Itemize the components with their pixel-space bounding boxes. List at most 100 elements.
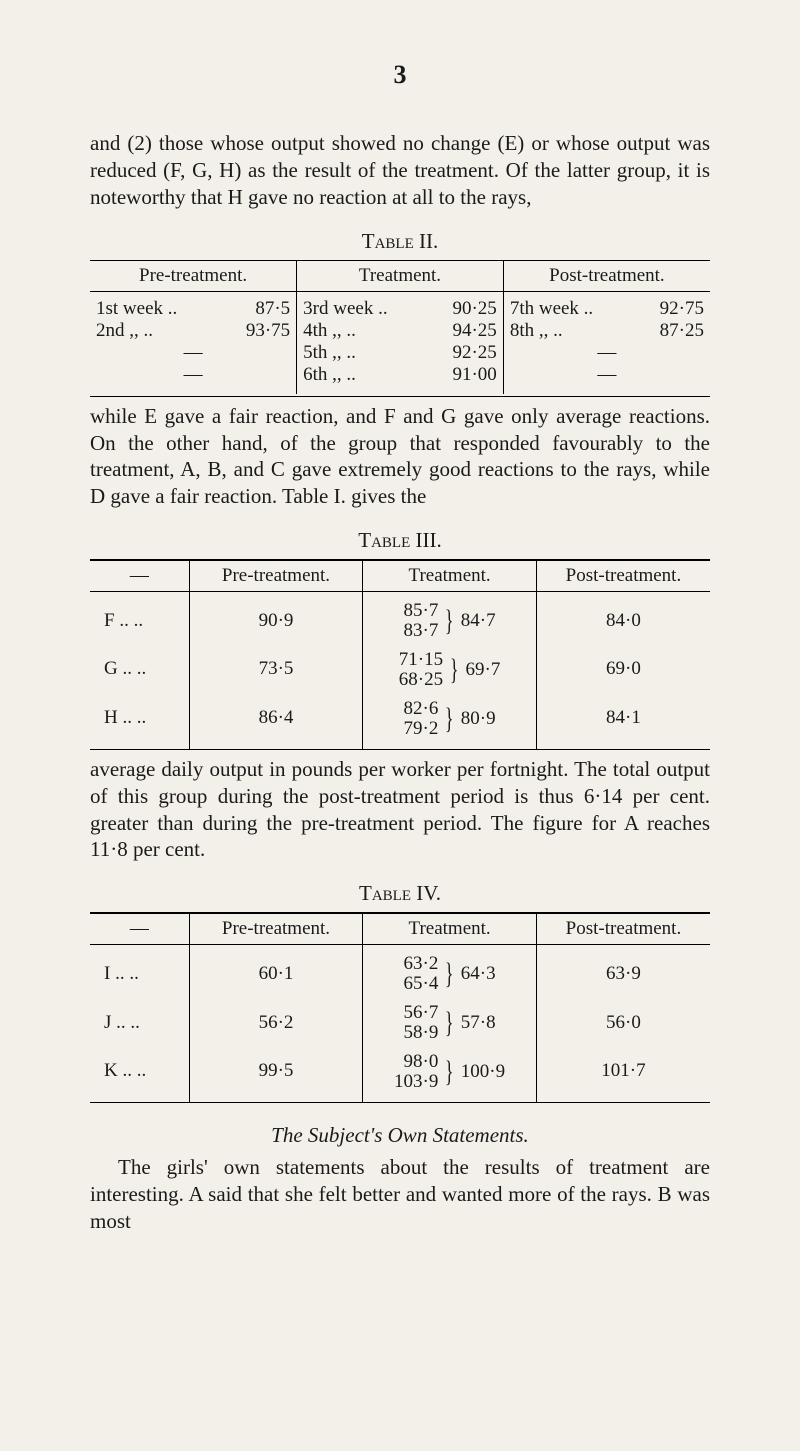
cell-value: 87·5 (255, 298, 290, 320)
treat-val-1: 98·0 (404, 1052, 439, 1072)
table-3: — Pre-treatment. Treatment. Post-treatme… (90, 560, 710, 749)
treat-val-2: 65·4 (404, 974, 439, 994)
cell-dash: — (184, 342, 203, 364)
cell-dash: — (597, 342, 616, 364)
page-number: 3 (90, 60, 710, 90)
brace-icon: } (445, 1008, 454, 1038)
table4-header: — (90, 914, 189, 945)
table2-header: Treatment. (297, 261, 504, 292)
cell-label: 5th ,, .. (303, 342, 444, 364)
table2-cell-pre: 1st week ..87·5 2nd ,, ..93·75 — — (90, 291, 297, 394)
row-pre: 99·5 (189, 1047, 363, 1102)
table-row: J .. ..56·256·758·9}57·856·0 (90, 998, 710, 1047)
cell-value: 87·25 (660, 320, 704, 342)
table2-cell-treat: 3rd week ..90·25 4th ,, ..94·25 5th ,, .… (297, 291, 504, 394)
table3-header: Post-treatment. (536, 561, 710, 592)
cell-label: 4th ,, .. (303, 320, 444, 342)
table-row: H .. ..86·4 82·679·2} 80·9 84·1 (90, 694, 710, 749)
row-post: 101·7 (536, 1047, 710, 1102)
brace-icon: } (450, 655, 459, 685)
cell-value: 92·75 (660, 298, 704, 320)
cell-dash: — (597, 364, 616, 386)
table4-header: Treatment. (363, 914, 537, 945)
paragraph-2: while E gave a fair reaction, and F and … (90, 403, 710, 511)
table2-header: Pre-treatment. (90, 261, 297, 292)
table3-header: Treatment. (363, 561, 537, 592)
row-label: H .. .. (90, 694, 189, 749)
treat-avg: 69·7 (466, 660, 501, 680)
table-row: G .. ..73·571·1568·25}69·769·0 (90, 645, 710, 694)
row-post: 63·9 (536, 945, 710, 998)
cell-label: 7th week .. (510, 298, 652, 320)
row-pre: 73·5 (189, 645, 363, 694)
table-row: F .. ..90·9 85·783·7} 84·7 84·0 (90, 592, 710, 645)
cell-label: 2nd ,, .. (96, 320, 238, 342)
rule (90, 1102, 710, 1103)
row-treatment: 98·0103·9} 100·9 (363, 1047, 537, 1102)
brace-icon: } (445, 704, 454, 734)
table3-header: — (90, 561, 189, 592)
cell-value: 94·25 (452, 320, 496, 342)
row-label: I .. .. (90, 945, 189, 998)
treat-avg: 80·9 (461, 709, 496, 729)
row-label: K .. .. (90, 1047, 189, 1102)
table-4: — Pre-treatment. Treatment. Post-treatme… (90, 913, 710, 1102)
cell-label: 3rd week .. (303, 298, 444, 320)
cell-dash: — (184, 364, 203, 386)
treat-val-1: 56·7 (404, 1003, 439, 1023)
treat-val-2: 103·9 (394, 1072, 438, 1092)
treat-avg: 100·9 (461, 1062, 505, 1082)
cell-value: 91·00 (452, 364, 496, 386)
row-treatment: 85·783·7} 84·7 (363, 592, 537, 645)
paragraph-1: and (2) those whose output showed no cha… (90, 130, 710, 211)
treat-avg: 84·7 (461, 611, 496, 631)
row-pre: 90·9 (189, 592, 363, 645)
cell-label: 6th ,, .. (303, 364, 444, 386)
row-treatment: 82·679·2} 80·9 (363, 694, 537, 749)
row-label: G .. .. (90, 645, 189, 694)
brace-icon: } (445, 606, 454, 636)
paragraph-4: The girls' own statements about the resu… (90, 1154, 710, 1235)
table2-header: Post-treatment. (503, 261, 710, 292)
table3-header-row: — Pre-treatment. Treatment. Post-treatme… (90, 561, 710, 592)
row-post: 84·1 (536, 694, 710, 749)
row-post: 69·0 (536, 645, 710, 694)
row-treatment: 56·758·9}57·8 (363, 998, 537, 1047)
row-post: 56·0 (536, 998, 710, 1047)
row-label: F .. .. (90, 592, 189, 645)
brace-icon: } (445, 1057, 454, 1087)
page: 3 and (2) those whose output showed no c… (0, 0, 800, 1451)
treat-val-1: 63·2 (404, 954, 439, 974)
treat-avg: 57·8 (461, 1013, 496, 1033)
treat-avg: 64·3 (461, 964, 496, 984)
table2-header-row: Pre-treatment. Treatment. Post-treatment… (90, 261, 710, 292)
row-post: 84·0 (536, 592, 710, 645)
table3-caption: Table III. (90, 528, 710, 553)
table-row: I .. ..60·1 63·265·4} 64·3 63·9 (90, 945, 710, 998)
subheading-subjects-own: The Subject's Own Statements. (90, 1123, 710, 1148)
table4-header-row: — Pre-treatment. Treatment. Post-treatme… (90, 914, 710, 945)
treat-val-2: 79·2 (404, 719, 439, 739)
table4-header: Post-treatment. (536, 914, 710, 945)
cell-label: 1st week .. (96, 298, 247, 320)
table2-caption: Table II. (90, 229, 710, 254)
treat-val-1: 85·7 (404, 601, 439, 621)
brace-icon: } (445, 959, 454, 989)
row-pre: 60·1 (189, 945, 363, 998)
row-pre: 56·2 (189, 998, 363, 1047)
table4-header: Pre-treatment. (189, 914, 363, 945)
treat-val-1: 82·6 (404, 699, 439, 719)
treat-val-1: 71·15 (399, 650, 443, 670)
table2-cell-post: 7th week ..92·75 8th ,, ..87·25 — — (503, 291, 710, 394)
cell-value: 92·25 (452, 342, 496, 364)
table-2: Pre-treatment. Treatment. Post-treatment… (90, 261, 710, 394)
paragraph-3: average daily output in pounds per worke… (90, 756, 710, 864)
table4-caption: Table IV. (90, 881, 710, 906)
row-label: J .. .. (90, 998, 189, 1047)
table-row: K .. ..99·5 98·0103·9} 100·9 101·7 (90, 1047, 710, 1102)
table3-header: Pre-treatment. (189, 561, 363, 592)
treat-val-2: 83·7 (404, 621, 439, 641)
row-pre: 86·4 (189, 694, 363, 749)
table2-body-row: 1st week ..87·5 2nd ,, ..93·75 — — 3rd w… (90, 291, 710, 394)
row-treatment: 71·1568·25}69·7 (363, 645, 537, 694)
